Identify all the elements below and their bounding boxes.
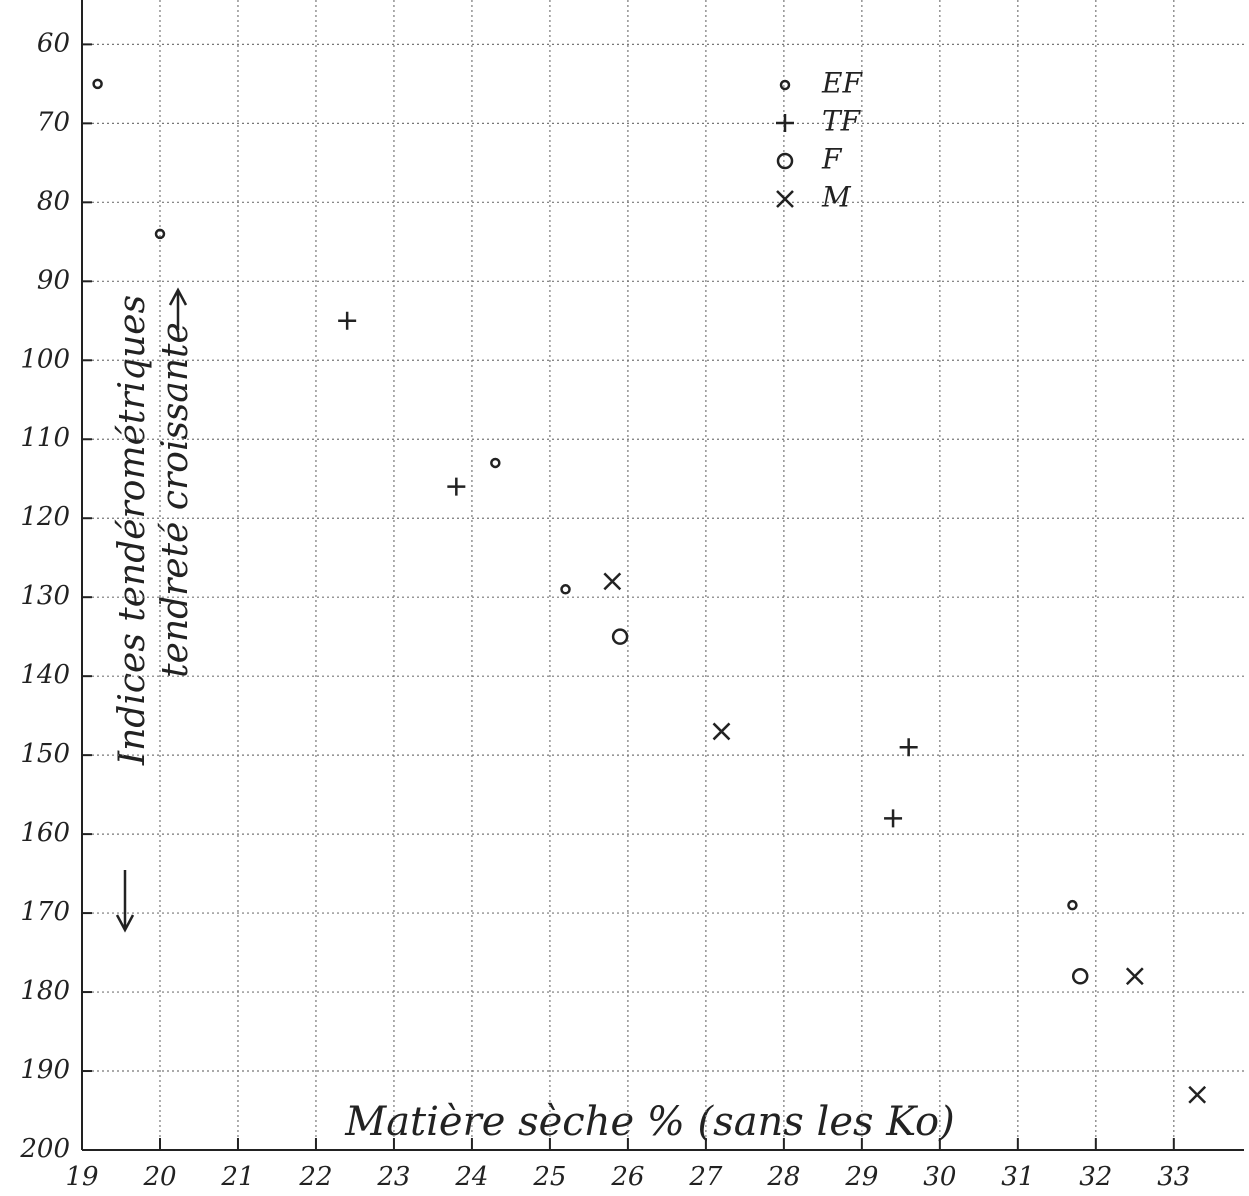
marker-shape — [712, 722, 731, 741]
marker-shape — [779, 79, 791, 91]
marker — [1067, 899, 1078, 911]
y-tick-label: 190 — [20, 1055, 70, 1085]
marker-shape — [490, 457, 501, 469]
marker-shape — [92, 78, 103, 90]
marker-shape — [1188, 1085, 1207, 1104]
marker — [490, 457, 501, 469]
marker-shape — [899, 738, 918, 757]
x-tick-label: 33 — [1157, 1162, 1190, 1192]
x-tick-label: 28 — [766, 1162, 800, 1192]
y-tick-label: 110 — [20, 423, 70, 453]
legend-label: EF — [821, 67, 863, 100]
y-tick-label: 180 — [20, 976, 70, 1006]
annotation: tendreté croissante — [155, 322, 196, 678]
marker-shape — [776, 190, 794, 208]
x-tick-label: 31 — [1001, 1162, 1034, 1192]
marker — [1125, 967, 1144, 986]
legend-label: F — [821, 143, 843, 176]
marker — [712, 722, 731, 741]
marker-shape — [776, 114, 794, 132]
marker — [1188, 1085, 1207, 1104]
x-tick-label: 30 — [923, 1162, 956, 1192]
y-axis-label: Indices tendérométriques — [112, 295, 153, 766]
x-axis-label: Matière sèche % (sans les Ko) — [344, 1099, 955, 1145]
marker — [92, 78, 103, 90]
y-tick-label: 170 — [20, 897, 70, 927]
x-tick-label: 29 — [844, 1162, 878, 1192]
x-tick-label: 19 — [65, 1162, 98, 1192]
x-tick-label: 26 — [610, 1162, 644, 1192]
y-tick-label: 70 — [37, 107, 70, 137]
marker — [154, 228, 166, 240]
legend-label: TF — [822, 105, 862, 138]
marker — [1071, 968, 1089, 985]
x-tick-label: 32 — [1079, 1162, 1112, 1192]
x-tick-label: 27 — [688, 1162, 723, 1192]
marker — [899, 738, 918, 757]
y-tick-label: 100 — [20, 344, 70, 374]
y-tick-label: 160 — [20, 818, 70, 848]
y-tick-label: 80 — [37, 186, 70, 216]
marker-shape — [447, 477, 466, 496]
y-tick-label: 90 — [37, 265, 70, 295]
marker-shape — [154, 228, 166, 240]
x-tick-label: 20 — [142, 1162, 176, 1192]
legend-marker — [776, 114, 794, 132]
legend-marker — [779, 79, 791, 91]
marker-shape — [560, 584, 571, 595]
legend-marker — [776, 190, 794, 208]
legend-marker — [776, 152, 794, 170]
y-tick-label: 120 — [20, 502, 70, 532]
marker-shape — [1071, 968, 1089, 985]
marker — [603, 572, 622, 591]
marker-shape — [338, 311, 357, 330]
x-tick-label: 22 — [298, 1162, 332, 1192]
arrow-down — [115, 870, 135, 933]
arrow-up — [168, 287, 188, 330]
marker — [560, 584, 571, 595]
y-tick-label: 130 — [20, 581, 70, 611]
marker-shape — [611, 628, 629, 645]
marker — [447, 477, 466, 496]
marker-shape — [1067, 899, 1078, 911]
marker-shape — [776, 152, 794, 170]
x-tick-label: 24 — [454, 1162, 488, 1192]
marker — [338, 311, 357, 330]
marker — [884, 809, 903, 828]
y-tick-label: 140 — [20, 660, 70, 690]
y-tick-label: 60 — [37, 28, 70, 58]
marker-shape — [603, 572, 622, 591]
x-tick-label: 21 — [220, 1162, 254, 1192]
marker — [611, 628, 629, 645]
x-tick-label: 25 — [532, 1162, 566, 1192]
y-tick-label: 200 — [19, 1134, 70, 1164]
legend-label: M — [821, 181, 852, 214]
marker-shape — [1125, 967, 1144, 986]
marker-shape — [884, 809, 903, 828]
x-tick-label: 23 — [376, 1162, 410, 1192]
y-tick-label: 150 — [20, 739, 70, 769]
